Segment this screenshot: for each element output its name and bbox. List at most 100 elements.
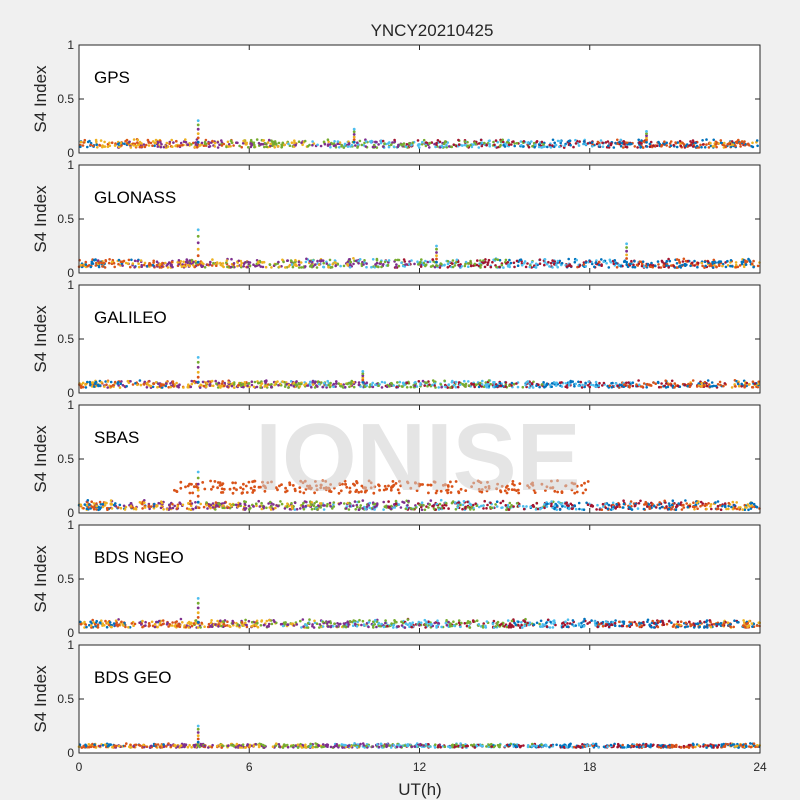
data-point [288,144,292,147]
spike-point [196,241,200,245]
data-point-elevated [253,479,257,483]
data-point [311,624,314,628]
data-point [293,501,297,505]
data-point [757,380,760,384]
data-point [538,507,542,511]
data-point [361,499,365,502]
data-point [698,620,702,623]
data-point [622,385,625,389]
data-point [92,621,95,624]
data-point [169,382,172,385]
data-point-elevated [532,488,536,492]
data-point [553,141,556,145]
data-point [417,380,421,383]
data-point [584,143,588,146]
data-point [262,260,266,264]
data-point [738,264,742,267]
data-point [161,261,164,265]
data-point [583,385,586,389]
data-point [661,505,664,509]
data-point [591,145,594,148]
data-point [328,501,332,505]
data-point [342,146,346,149]
data-point [174,621,177,624]
data-point [625,263,628,267]
data-point [403,626,407,629]
data-point [297,266,301,269]
y-tick-label: 0.5 [57,692,74,706]
data-point [250,383,254,387]
data-point [558,145,561,149]
data-point [392,626,395,629]
data-point [733,619,736,622]
data-point [750,622,754,625]
data-point [151,263,155,267]
data-point [640,142,643,145]
data-point [438,140,442,144]
data-point-elevated [518,482,522,485]
data-point [663,499,666,503]
data-point [748,382,751,386]
data-point [208,384,212,387]
data-point [449,622,452,626]
data-point [278,265,281,269]
data-point [697,382,700,385]
data-point [175,507,179,510]
data-point [578,507,581,511]
data-point [535,140,539,143]
data-point [247,619,251,623]
data-point [252,504,255,508]
data-point [600,508,604,512]
data-point-elevated [575,490,579,494]
data-point [574,138,577,142]
data-point [518,258,522,262]
data-point [633,265,637,269]
data-point [215,264,218,268]
data-point [257,261,260,265]
data-point-elevated [513,488,516,492]
data-point-elevated [445,488,448,492]
data-point [708,619,712,622]
data-point [221,620,225,623]
data-point [136,259,139,263]
data-point [211,502,215,505]
data-point-elevated [203,487,207,491]
data-point [563,623,567,627]
data-point [573,504,576,507]
data-point-elevated [210,487,213,491]
data-point [187,626,190,629]
data-point [570,507,574,510]
data-point [451,379,454,383]
data-point [176,261,179,264]
data-point-elevated [234,481,237,485]
data-point [527,145,531,149]
data-point [145,386,149,389]
data-point [79,620,82,624]
data-point [450,501,454,505]
data-point [171,380,175,383]
data-point [463,622,467,625]
data-point [607,266,611,269]
spike-point [625,253,628,257]
data-point [335,625,339,628]
data-point [350,379,354,383]
data-point [521,385,525,389]
data-point [494,258,497,261]
data-point [756,144,759,148]
data-point [692,140,695,144]
data-point [531,503,535,507]
data-point [496,384,499,388]
data-point [553,260,556,263]
data-point [272,503,275,506]
data-point [450,145,454,149]
data-point [332,501,336,504]
data-point [276,145,280,148]
data-point [569,502,573,506]
data-point-elevated [564,484,567,488]
data-point [82,141,85,144]
data-point [499,140,503,143]
data-point [250,624,253,628]
data-point [437,621,440,625]
data-point [627,381,630,384]
data-point [315,500,318,504]
